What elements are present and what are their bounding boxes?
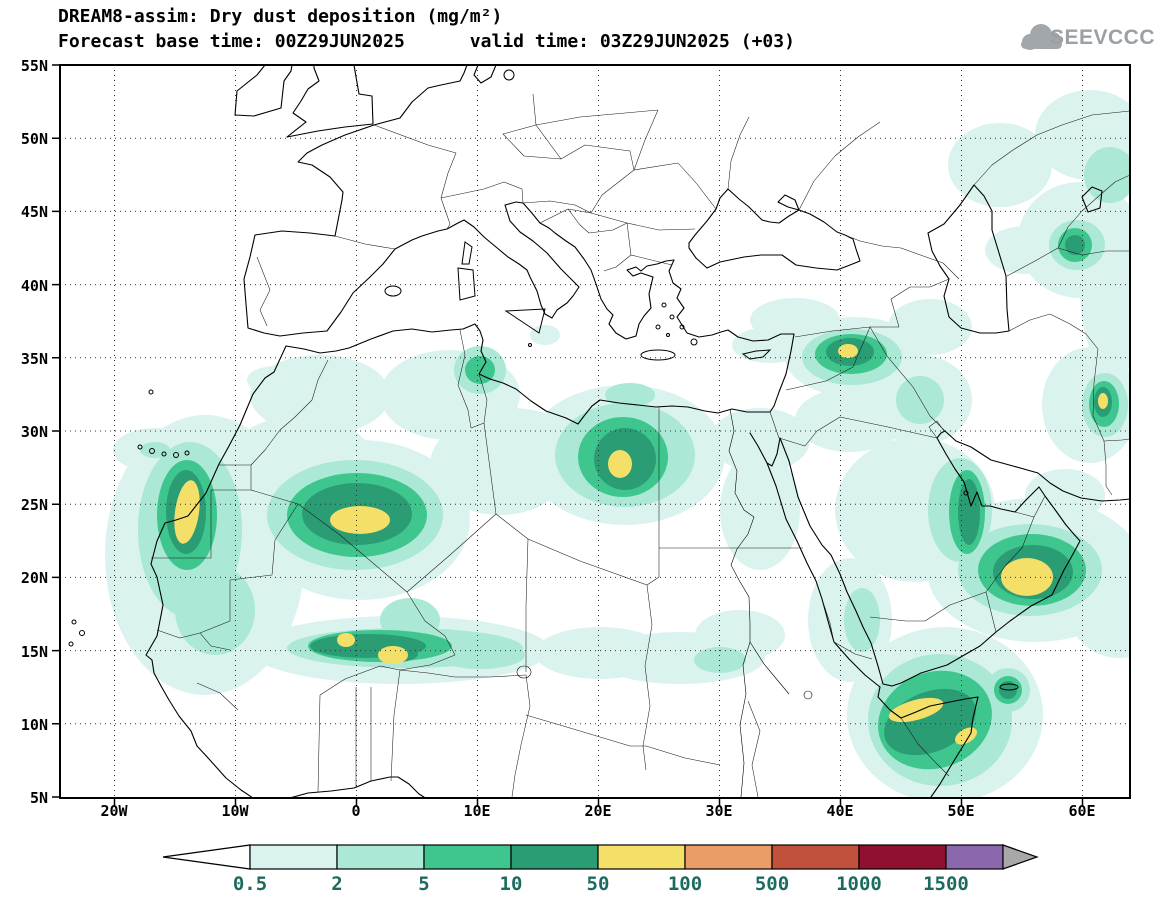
lat-label-55n: 55N bbox=[20, 57, 48, 75]
chart-title: DREAM8-assim: Dry dust deposition (mg/m²… bbox=[58, 6, 503, 27]
legend-under-arrow bbox=[162, 844, 251, 870]
legend-cell bbox=[771, 844, 860, 870]
legend-cell bbox=[510, 844, 599, 870]
lat-label-25n: 25N bbox=[20, 496, 48, 514]
legend-tick-100: 100 bbox=[667, 873, 703, 895]
rivers-and-lakes bbox=[516, 408, 813, 798]
legend-cell bbox=[336, 844, 425, 870]
lon-label-0: 0 bbox=[351, 802, 361, 820]
lat-label-45n: 45N bbox=[20, 203, 48, 221]
lat-label-5n: 5N bbox=[29, 789, 48, 807]
lat-label-30n: 30N bbox=[20, 423, 48, 441]
lon-label-40e: 40E bbox=[826, 802, 854, 820]
lon-label-50e: 50E bbox=[947, 802, 975, 820]
legend-cell bbox=[684, 844, 773, 870]
lat-label-35n: 35N bbox=[20, 350, 48, 368]
graticule-gridlines bbox=[60, 65, 1130, 798]
lon-label-20w: 20W bbox=[100, 802, 128, 820]
legend-cell bbox=[249, 844, 338, 870]
country-borders bbox=[151, 93, 1130, 798]
legend-tick-2: 2 bbox=[331, 873, 343, 895]
lon-label-20e: 20E bbox=[584, 802, 612, 820]
legend-tick-1500: 1500 bbox=[923, 873, 969, 895]
legend-tick-10: 10 bbox=[499, 873, 523, 895]
legend-tick-50: 50 bbox=[586, 873, 610, 895]
legend-over-arrow bbox=[1002, 844, 1039, 870]
axis-ticks bbox=[52, 64, 1084, 806]
seevccc-cloud-icon bbox=[1021, 24, 1062, 50]
lon-label-60e: 60E bbox=[1068, 802, 1096, 820]
lat-label-10n: 10N bbox=[20, 716, 48, 734]
legend-tick-5: 5 bbox=[418, 873, 430, 895]
legend-cell bbox=[945, 844, 1004, 870]
legend-cell bbox=[597, 844, 686, 870]
legend-cell bbox=[858, 844, 947, 870]
legend-tick-500: 500 bbox=[754, 873, 790, 895]
legend-colorbar bbox=[162, 844, 1039, 870]
lat-label-50n: 50N bbox=[20, 130, 48, 148]
chart-subtitle: Forecast base time: 00Z29JUN2025 valid t… bbox=[58, 31, 795, 52]
lat-label-15n: 15N bbox=[20, 643, 48, 661]
lat-label-20n: 20N bbox=[20, 569, 48, 587]
islands bbox=[68, 69, 1019, 691]
legend-tick-0.5: 0.5 bbox=[232, 873, 268, 895]
lon-label-10w: 10W bbox=[221, 802, 249, 820]
seevccc-logo-text: SEEVCCC bbox=[1049, 26, 1155, 49]
coastlines bbox=[145, 65, 1130, 798]
legend-cell bbox=[423, 844, 512, 870]
lon-label-10e: 10E bbox=[463, 802, 491, 820]
legend-tick-1000: 1000 bbox=[836, 873, 882, 895]
lat-label-40n: 40N bbox=[20, 277, 48, 295]
lon-label-30e: 30E bbox=[705, 802, 733, 820]
